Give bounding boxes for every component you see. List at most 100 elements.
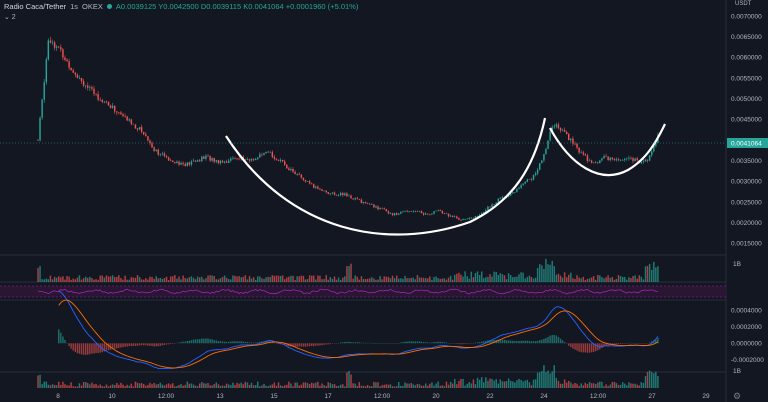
bottom-volume-bar	[393, 386, 396, 388]
bottom-volume-bar	[439, 385, 441, 388]
candle-body	[304, 180, 307, 182]
bottom-volume-bar	[240, 382, 242, 388]
candle-body	[58, 46, 60, 48]
macd-histogram-bar	[611, 343, 614, 345]
candle-body	[76, 74, 79, 78]
bottom-volume-bar	[398, 382, 400, 388]
bottom-volume-bar	[76, 386, 79, 388]
volume-bar	[373, 278, 375, 282]
gear-icon[interactable]: ⚙	[733, 391, 742, 401]
candle-body	[118, 112, 120, 113]
macd-histogram-bar	[402, 342, 404, 344]
bottom-volume-bar	[584, 382, 587, 388]
volume-bar	[116, 276, 118, 282]
candle-body	[414, 211, 417, 212]
bottom-volume-bar	[478, 379, 481, 388]
macd-histogram-bar	[317, 343, 319, 346]
macd-histogram-bar	[246, 342, 249, 344]
time-axis[interactable]: 8 10 12:00 13 15 17 12:00 20 22 24 12:00 27 29	[56, 393, 710, 400]
candle-body	[265, 151, 267, 153]
candle-body	[207, 155, 209, 157]
macd-histogram-bar	[559, 338, 562, 344]
bottom-volume-bar	[60, 384, 62, 388]
price-tick-label: 0.0025000	[731, 199, 762, 206]
volume-bar	[636, 278, 638, 282]
volume-bar	[435, 276, 437, 282]
volume-bar	[188, 277, 191, 282]
candle-body	[518, 187, 520, 189]
candle-body	[481, 213, 483, 215]
volume-bar	[481, 271, 483, 282]
volume-bar	[331, 278, 334, 282]
volume-bar	[464, 271, 466, 282]
bottom-volume-bar	[186, 381, 189, 388]
candle-body	[512, 192, 514, 194]
candle-body	[167, 157, 170, 161]
bottom-volume-bar	[242, 384, 244, 388]
bottom-volume-bar	[514, 382, 516, 388]
candle-body	[277, 159, 280, 161]
candle-body	[640, 161, 643, 164]
candle-body	[145, 134, 147, 137]
candle-body	[109, 105, 112, 108]
macd-histogram-bar	[97, 343, 99, 354]
interval-label[interactable]: 1s	[70, 2, 79, 11]
indicator-toggle[interactable]: ⌄ 2	[4, 14, 16, 21]
volume-bar	[592, 276, 595, 282]
volume-bar	[534, 277, 537, 282]
candle-body	[520, 185, 522, 188]
macd-histogram-bar	[80, 343, 83, 355]
bottom-volume-bar	[626, 385, 628, 388]
volume-bar	[134, 277, 137, 282]
volume-bar	[470, 271, 473, 282]
volume-bar	[323, 279, 325, 282]
macd-histogram-bar	[87, 343, 89, 355]
candle-body	[497, 198, 500, 203]
candle-body	[352, 198, 354, 200]
bottom-volume-bar	[418, 384, 421, 388]
price-tick-label: 0.0035000	[731, 158, 762, 165]
volume-bar	[518, 274, 520, 282]
bottom-volume-bar	[622, 382, 624, 388]
volume-bar	[140, 279, 143, 282]
macd-histogram-bar	[165, 343, 168, 345]
macd-histogram-bar	[124, 343, 126, 347]
volume-bar	[485, 277, 487, 282]
macd-histogram-bar	[325, 343, 327, 345]
volume-bar	[325, 275, 327, 282]
macd-histogram-bar	[505, 340, 508, 344]
candle-body	[607, 156, 609, 161]
volume-bar	[354, 275, 356, 282]
macd-histogram-bar	[551, 335, 553, 344]
bottom-volume-bar	[203, 383, 205, 388]
macd-histogram-bar	[422, 342, 425, 344]
candle-body	[215, 160, 218, 162]
candle-body	[124, 116, 126, 117]
candle-body	[286, 164, 288, 169]
bottom-volume-bar	[41, 384, 43, 388]
candle-body	[539, 163, 541, 170]
candle-body	[308, 181, 311, 184]
candle-body	[68, 61, 70, 68]
volume-bar	[255, 279, 257, 282]
bottom-volume-bar	[128, 385, 130, 388]
bottom-volume-bar	[651, 371, 653, 388]
bottom-volume-bar	[159, 382, 162, 388]
bottom-volume-bar	[522, 381, 524, 388]
volume-bar	[551, 260, 553, 282]
candle-body	[225, 161, 228, 163]
volume-bar	[242, 276, 244, 282]
symbol-name[interactable]: Radio Caca/Tether	[4, 2, 67, 11]
volume-bar	[389, 278, 392, 282]
candle-body	[534, 173, 537, 176]
macd-histogram-bar	[64, 340, 66, 344]
bottom-volume-bar	[466, 383, 468, 388]
bottom-volume-bar	[483, 382, 485, 388]
volume-bar	[559, 275, 562, 282]
price-axis[interactable]: 0.0070000 0.0065000 0.0060000 0.0055000 0.00…	[731, 13, 762, 247]
volume-bar	[522, 272, 524, 282]
candle-body	[377, 206, 379, 210]
macd-histogram-bar	[308, 343, 311, 347]
volume-bar	[406, 278, 408, 282]
